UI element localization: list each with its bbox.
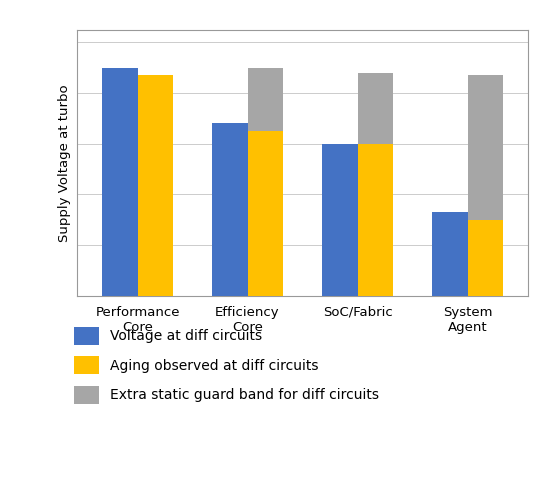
Y-axis label: Supply Voltage at turbo: Supply Voltage at turbo	[58, 84, 72, 242]
Bar	[358, 72, 393, 143]
Bar	[212, 123, 248, 296]
Bar	[468, 75, 503, 220]
Bar	[248, 131, 283, 296]
Bar	[138, 75, 173, 296]
Legend: Voltage at diff circuits, Aging observed at diff circuits, Extra static guard ba: Voltage at diff circuits, Aging observed…	[74, 327, 379, 404]
Bar	[102, 68, 138, 296]
Bar	[432, 212, 468, 296]
Bar	[248, 68, 283, 131]
Bar	[322, 143, 358, 296]
Bar	[358, 143, 393, 296]
Bar	[468, 220, 503, 296]
